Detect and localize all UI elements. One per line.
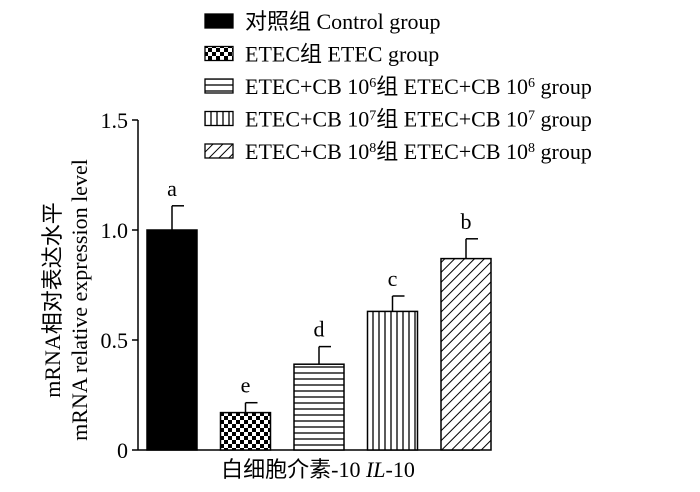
y-tick-label: 0 xyxy=(117,438,128,463)
bar xyxy=(293,363,345,451)
legend-swatch xyxy=(204,45,234,62)
x-axis-label-gene: IL xyxy=(365,457,386,482)
legend-label: ETEC+CB 106组 ETEC+CB 106 group xyxy=(245,74,592,99)
bars: a e d c b xyxy=(146,176,492,451)
significance-letter: b xyxy=(461,209,472,234)
legend-swatch xyxy=(204,78,234,94)
y-tick-label: 0.5 xyxy=(101,328,129,353)
legend: 对照组 Control group ETEC组 ETEC group ETEC+CB… xyxy=(204,9,592,164)
x-axis-label-suffix: -10 xyxy=(386,457,415,482)
legend-label: ETEC组 ETEC group xyxy=(245,42,439,67)
legend-label: ETEC+CB 108组 ETEC+CB 108 group xyxy=(245,139,592,164)
y-tick-label: 1.0 xyxy=(101,218,129,243)
significance-letter: c xyxy=(388,266,398,291)
x-axis-label: 白细胞介素-10 IL-10 xyxy=(221,457,415,482)
x-axis-label-chinese: 白细胞介素-10 xyxy=(221,457,366,482)
bar xyxy=(366,310,419,451)
y-axis-label-chinese: mRNA相对表达水平 xyxy=(40,202,65,398)
legend-swatch xyxy=(204,143,234,159)
significance-letter: d xyxy=(314,317,325,342)
bar xyxy=(219,411,272,451)
legend-label: ETEC+CB 107组 ETEC+CB 107 group xyxy=(245,107,592,132)
y-axis-label-english: mRNA relative expression level xyxy=(67,159,92,441)
axes: 0 0.5 1.0 1.5 xyxy=(101,108,480,463)
legend-swatch xyxy=(204,13,234,29)
y-tick-label: 1.5 xyxy=(101,108,129,133)
significance-letter: e xyxy=(241,373,251,398)
legend-label: 对照组 Control group xyxy=(245,9,441,34)
legend-swatch xyxy=(204,110,234,127)
bar xyxy=(440,257,492,451)
bar xyxy=(146,229,198,451)
significance-letter: a xyxy=(167,176,177,201)
